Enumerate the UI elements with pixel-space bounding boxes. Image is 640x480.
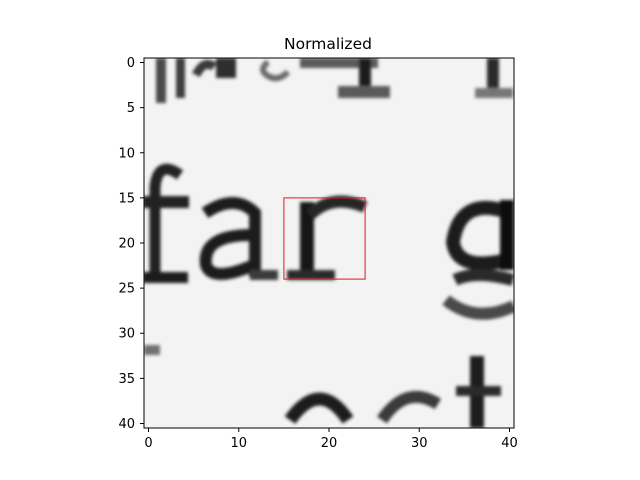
x-tick-label: 40	[501, 436, 518, 451]
text-glyphs	[144, 58, 514, 428]
y-tick-label: 25	[118, 282, 135, 297]
x-tick-label: 10	[230, 436, 247, 451]
plot-frame	[143, 57, 515, 429]
y-tick-label: 20	[118, 237, 135, 252]
annotation-layer	[283, 197, 366, 280]
x-tick-label: 0	[144, 436, 152, 451]
x-tick-label: 30	[411, 436, 428, 451]
y-axis: 0 5 10 15 20 25 30 35 40	[118, 56, 144, 432]
y-tick-label: 15	[118, 191, 135, 206]
y-tick-label: 5	[127, 101, 135, 116]
highlight-rectangle	[283, 197, 366, 280]
chart-title: Normalized	[284, 35, 372, 53]
y-tick-label: 10	[118, 146, 135, 161]
x-axis: 0 10 20 30 40	[144, 428, 518, 451]
heatmap-image	[144, 58, 514, 428]
y-tick-label: 40	[118, 417, 135, 432]
x-tick-label: 20	[321, 436, 338, 451]
y-tick-label: 0	[127, 56, 135, 71]
y-tick-label: 35	[118, 372, 135, 387]
y-tick-label: 30	[118, 327, 135, 342]
